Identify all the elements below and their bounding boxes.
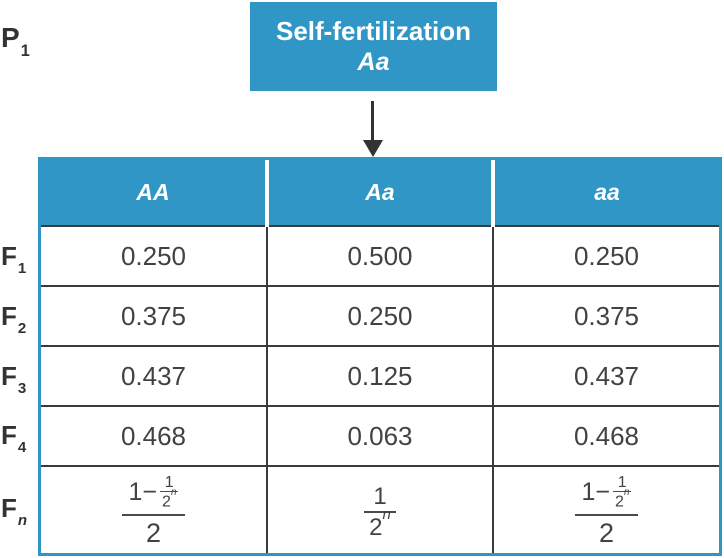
cell-fn-AA: 1− 1 2n 2 — [41, 465, 268, 553]
fn-AA-inner-denominator: 2n — [160, 487, 179, 510]
cell-f1-Aa: 0.500 — [266, 225, 494, 287]
p1-label-base: P — [1, 22, 20, 53]
self-fertilization-box: Self-fertilization Aa — [250, 2, 497, 91]
box-title: Self-fertilization — [275, 15, 471, 46]
column-header-AA: AA — [41, 160, 267, 227]
row-label-fn: Fn — [1, 492, 28, 530]
fn-AA-inner-numerator: 1 — [164, 473, 174, 491]
p1-generation-label: P1 — [1, 22, 30, 60]
p1-label-subscript: 1 — [20, 41, 30, 60]
cell-f2-AA: 0.375 — [41, 285, 268, 347]
column-header-Aa: Aa — [265, 160, 493, 227]
cell-f2-Aa: 0.250 — [266, 285, 494, 347]
fn-Aa-denominator: 2n — [364, 508, 396, 540]
cell-f1-AA: 0.250 — [41, 225, 268, 287]
fn-aa-inner-fraction: 1 2n — [613, 473, 632, 510]
cell-f4-AA: 0.468 — [41, 405, 268, 467]
fn-Aa-numerator: 1 — [373, 482, 387, 510]
fn-Aa-formula: 1 2n — [364, 484, 396, 540]
column-header-aa: aa — [491, 160, 719, 227]
fn-aa-inner-numerator: 1 — [617, 473, 627, 491]
cell-fn-aa: 1− 1 2n 2 — [492, 465, 719, 553]
fn-aa-inner-denominator: 2n — [613, 487, 632, 510]
row-label-f2: F2 — [1, 300, 27, 338]
cell-f4-Aa: 0.063 — [266, 405, 494, 467]
table-row-f1: 0.250 0.500 0.250 — [41, 225, 719, 287]
header-row: AA Aa aa — [41, 160, 719, 227]
row-label-f4: F4 — [1, 419, 27, 457]
cell-fn-Aa: 1 2n — [266, 465, 494, 553]
arrow-down-icon — [371, 101, 374, 143]
cell-f1-aa: 0.250 — [492, 225, 719, 287]
genotype-frequency-table-wrap: AA Aa aa 0.250 0.500 0.250 0.375 0.250 0… — [38, 157, 722, 556]
box-parent-genotype: Aa — [357, 48, 390, 77]
arrow-down-head-icon — [363, 140, 383, 157]
fn-AA-formula: 1− 1 2n 2 — [121, 473, 186, 548]
row-label-f1: F1 — [1, 240, 27, 278]
fn-AA-denominator: 2 — [145, 517, 162, 548]
genotype-frequency-table: AA Aa aa 0.250 0.500 0.250 0.375 0.250 0… — [41, 160, 719, 553]
fn-AA-inner-fraction: 1 2n — [160, 473, 179, 510]
cell-f2-aa: 0.375 — [492, 285, 719, 347]
table-row-f3: 0.437 0.125 0.437 — [41, 345, 719, 407]
cell-f3-Aa: 0.125 — [266, 345, 494, 407]
cell-f3-aa: 0.437 — [492, 345, 719, 407]
row-label-f3: F3 — [1, 360, 27, 398]
fn-aa-numerator-prefix: 1− — [581, 478, 611, 507]
fn-aa-denominator: 2 — [598, 517, 615, 548]
table-row-f4: 0.468 0.063 0.468 — [41, 405, 719, 467]
fn-AA-numerator-prefix: 1− — [128, 478, 158, 507]
table-row-fn: 1− 1 2n 2 1 2n — [41, 465, 719, 553]
cell-f4-aa: 0.468 — [492, 405, 719, 467]
fn-aa-formula: 1− 1 2n 2 — [574, 473, 639, 548]
table-row-f2: 0.375 0.250 0.375 — [41, 285, 719, 347]
cell-f3-AA: 0.437 — [41, 345, 268, 407]
